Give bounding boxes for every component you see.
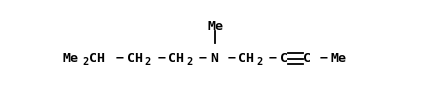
- Text: Me: Me: [62, 52, 79, 65]
- Text: 2: 2: [145, 57, 151, 67]
- Text: −: −: [191, 52, 214, 65]
- Text: −: −: [311, 52, 335, 65]
- Text: 2: 2: [186, 57, 192, 67]
- Text: −: −: [149, 52, 173, 65]
- Text: −: −: [107, 52, 132, 65]
- Text: C: C: [279, 52, 287, 65]
- Text: −: −: [260, 52, 284, 65]
- Text: 2: 2: [82, 57, 89, 67]
- Text: C: C: [302, 52, 310, 65]
- Text: Me: Me: [207, 20, 223, 33]
- Text: −: −: [219, 52, 243, 65]
- Text: Me: Me: [329, 52, 345, 65]
- Text: CH: CH: [237, 52, 253, 65]
- Text: N: N: [210, 52, 217, 65]
- Text: CH: CH: [168, 52, 184, 65]
- Text: CH: CH: [127, 52, 142, 65]
- Text: CH: CH: [89, 52, 105, 65]
- Text: 2: 2: [255, 57, 262, 67]
